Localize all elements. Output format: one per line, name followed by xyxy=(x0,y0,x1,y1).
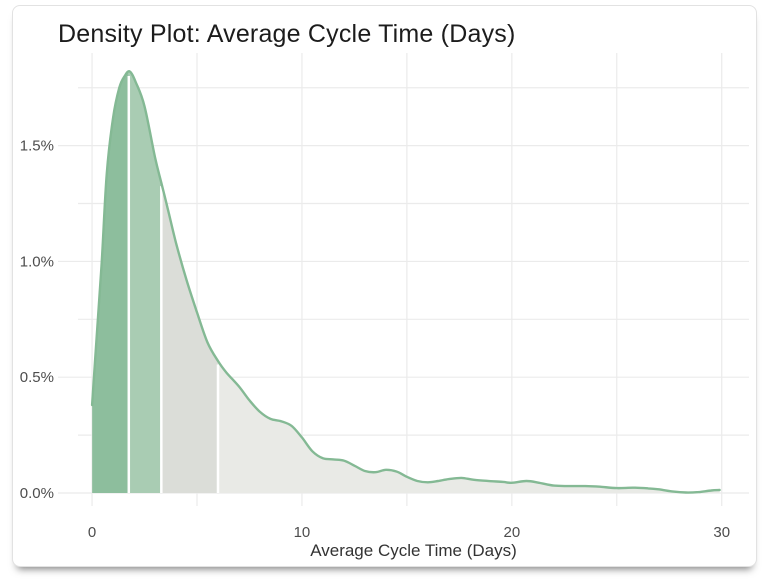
x-tick-label: 30 xyxy=(713,524,730,541)
chart-title: Density Plot: Average Cycle Time (Days) xyxy=(58,20,516,48)
density-band xyxy=(128,71,162,493)
x-tick-label: 0 xyxy=(88,524,96,541)
density-plot[interactable]: 0 10 20 30 Average Cycle Time (Days) 0.0% 0.5%… xyxy=(13,6,758,568)
density-area xyxy=(92,71,720,493)
density-band xyxy=(161,182,218,493)
x-tick-label: 10 xyxy=(294,524,311,541)
y-tick-label: 0.5% xyxy=(20,369,54,386)
y-tick-label: 1.5% xyxy=(20,138,54,155)
density-band xyxy=(217,360,720,493)
chart-card: 0 10 20 30 Average Cycle Time (Days) 0.0% 0.5%… xyxy=(12,5,757,567)
density-curve xyxy=(90,70,721,494)
x-tick-label: 20 xyxy=(503,524,520,541)
x-axis-title: Average Cycle Time (Days) xyxy=(310,541,517,560)
density-band xyxy=(92,71,129,493)
band-separators xyxy=(127,75,220,493)
y-tick-label: 1.0% xyxy=(20,253,54,270)
y-axis: 0.0% 0.5% 1.0% 1.5% xyxy=(20,138,54,502)
y-tick-label: 0.0% xyxy=(20,485,54,502)
x-axis: 0 10 20 30 Average Cycle Time (Days) xyxy=(88,524,730,560)
